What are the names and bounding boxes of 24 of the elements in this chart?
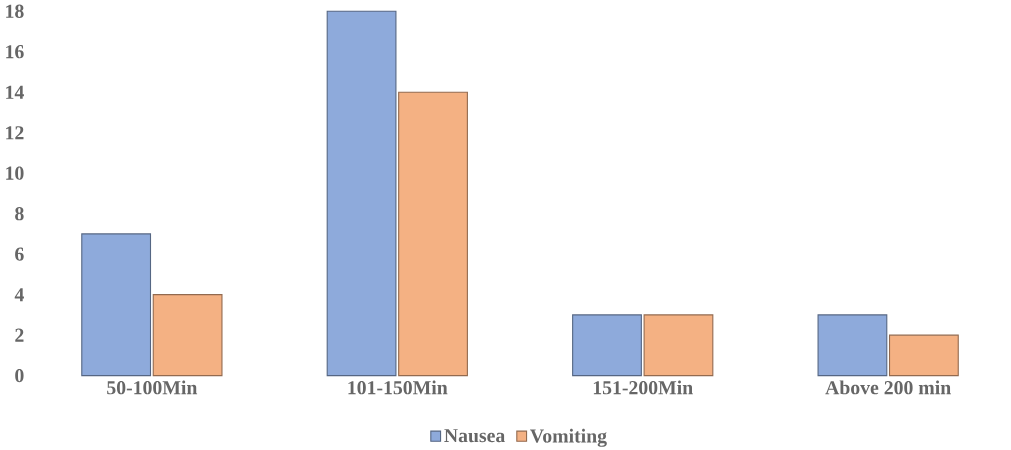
y-tick-label: 12 bbox=[6, 126, 24, 140]
y-tick-label: 4 bbox=[14, 288, 24, 302]
bar bbox=[572, 314, 642, 377]
y-tick-label: 10 bbox=[6, 166, 24, 180]
bar bbox=[152, 294, 223, 377]
x-tick-label: 50-100Min bbox=[107, 380, 198, 395]
bar bbox=[326, 10, 397, 377]
y-tick-label: 14 bbox=[6, 85, 24, 99]
bar bbox=[888, 334, 959, 377]
x-tick-label: 151-200Min bbox=[593, 380, 693, 395]
legend-label: Vomiting bbox=[530, 428, 607, 447]
y-tick-label: 8 bbox=[15, 207, 24, 221]
y-tick-label: 18 bbox=[6, 4, 24, 18]
y-tick-label: 6 bbox=[15, 247, 24, 261]
y-tick-label: 16 bbox=[6, 45, 24, 59]
bar bbox=[81, 233, 152, 377]
x-tick-label: 101-150Min bbox=[348, 380, 448, 395]
bar bbox=[817, 314, 888, 377]
legend-label: Nausea bbox=[444, 429, 505, 443]
y-tick-label: 2 bbox=[15, 328, 24, 342]
x-tick-label: Above 200 min bbox=[825, 380, 951, 395]
y-tick-label: 0 bbox=[15, 368, 24, 383]
bar bbox=[643, 314, 714, 377]
bar bbox=[398, 91, 468, 377]
